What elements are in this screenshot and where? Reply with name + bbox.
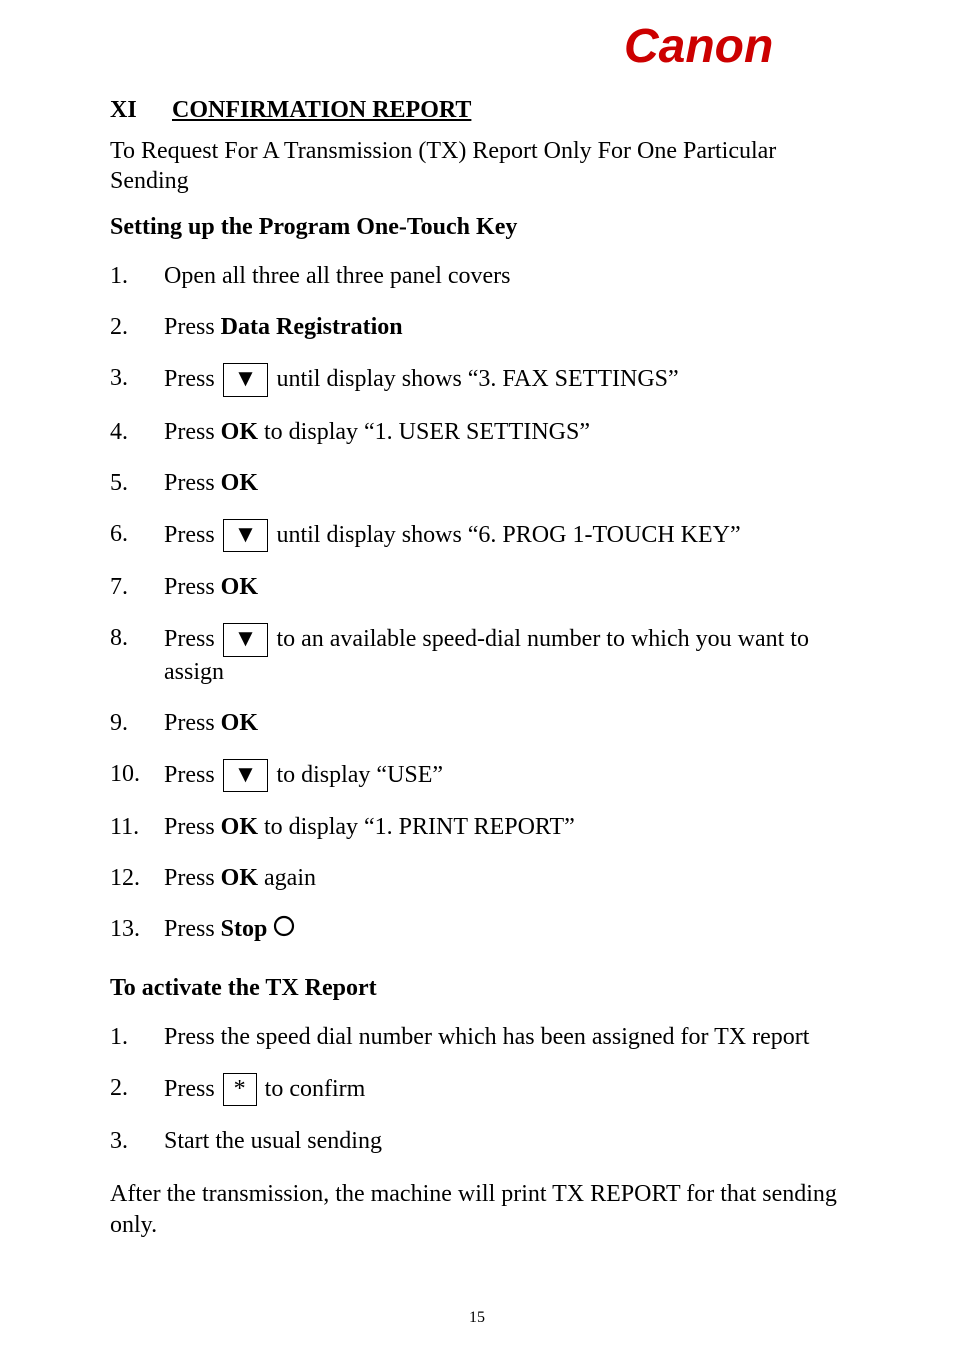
- step-number: 2.: [110, 312, 164, 343]
- step-item: 1.Open all three all three panel covers: [110, 251, 844, 302]
- step-number: 1.: [110, 1022, 164, 1053]
- step-body: Press Stop: [164, 914, 844, 946]
- step-text: to display “1. USER SETTINGS”: [258, 419, 590, 445]
- step-body: Open all three all three panel covers: [164, 261, 844, 292]
- step-body: Start the usual sending: [164, 1126, 844, 1157]
- step-body: Press OK: [164, 572, 844, 603]
- step-text: to display “USE”: [270, 762, 443, 788]
- step-text: until display shows “3. FAX SETTINGS”: [270, 366, 678, 392]
- step-text: to confirm: [259, 1076, 366, 1102]
- step-number: 8.: [110, 623, 164, 654]
- subhead-setting: Setting up the Program One-Touch Key: [110, 214, 844, 241]
- step-item: 2.Press Data Registration: [110, 302, 844, 353]
- step-item: 3.Press ▼ until display shows “3. FAX SE…: [110, 353, 844, 406]
- step-item: 5.Press OK: [110, 458, 844, 509]
- step-body: Press OK to display “1. USER SETTINGS”: [164, 417, 844, 448]
- key-box: ▼: [223, 363, 269, 396]
- step-number: 10.: [110, 759, 164, 790]
- step-number: 4.: [110, 417, 164, 448]
- logo-row: Canon: [110, 20, 844, 77]
- step-text: Press: [164, 419, 221, 445]
- step-item: 2.Press * to confirm: [110, 1063, 844, 1116]
- step-number: 2.: [110, 1073, 164, 1104]
- step-body: Press the speed dial number which has be…: [164, 1022, 844, 1053]
- steps-list-2: 1.Press the speed dial number which has …: [110, 1012, 844, 1168]
- step-item: 3.Start the usual sending: [110, 1116, 844, 1167]
- step-text: Press: [164, 916, 221, 942]
- step-number: 1.: [110, 261, 164, 292]
- step-body: Press OK: [164, 468, 844, 499]
- step-text: Press: [164, 470, 221, 496]
- canon-logo-text: Canon: [624, 20, 773, 72]
- step-number: 7.: [110, 572, 164, 603]
- subhead-activate: To activate the TX Report: [110, 975, 844, 1002]
- step-item: 11.Press OK to display “1. PRINT REPORT”: [110, 802, 844, 853]
- step-item: 4.Press OK to display “1. USER SETTINGS”: [110, 407, 844, 458]
- page: Canon XI CONFIRMATION REPORT To Request …: [0, 0, 954, 1351]
- step-text: Press: [164, 1076, 221, 1102]
- canon-logo: Canon: [624, 20, 844, 72]
- step-text: Press: [164, 865, 221, 891]
- step-text: Open all three all three panel covers: [164, 263, 511, 289]
- step-text: Press: [164, 814, 221, 840]
- step-body: Press OK: [164, 708, 844, 739]
- stop-circle-icon: [273, 915, 295, 946]
- step-text: Press: [164, 710, 221, 736]
- step-body: Press OK to display “1. PRINT REPORT”: [164, 812, 844, 843]
- step-body: Press OK again: [164, 863, 844, 894]
- step-bold-text: Data Registration: [221, 314, 403, 340]
- section-title: XI CONFIRMATION REPORT: [110, 97, 844, 124]
- step-text: Press: [164, 314, 221, 340]
- step-item: 12.Press OK again: [110, 853, 844, 904]
- step-item: 13.Press Stop: [110, 904, 844, 956]
- step-text: Press: [164, 626, 221, 652]
- step-bold-text: OK: [221, 814, 258, 840]
- step-body: Press ▼ to display “USE”: [164, 759, 844, 792]
- key-box: ▼: [223, 519, 269, 552]
- step-item: 1.Press the speed dial number which has …: [110, 1012, 844, 1063]
- step-number: 12.: [110, 863, 164, 894]
- step-text: Press: [164, 366, 221, 392]
- step-text: to display “1. PRINT REPORT”: [258, 814, 575, 840]
- step-item: 7.Press OK: [110, 562, 844, 613]
- step-text: Press: [164, 762, 221, 788]
- step-body: Press ▼ until display shows “6. PROG 1-T…: [164, 519, 844, 552]
- step-bold-text: Stop: [221, 916, 268, 942]
- step-bold-text: OK: [221, 574, 258, 600]
- step-bold-text: OK: [221, 470, 258, 496]
- step-number: 9.: [110, 708, 164, 739]
- step-body: Press * to confirm: [164, 1073, 844, 1106]
- step-number: 3.: [110, 1126, 164, 1157]
- step-number: 6.: [110, 519, 164, 550]
- step-body: Press ▼ until display shows “3. FAX SETT…: [164, 363, 844, 396]
- key-box: *: [223, 1073, 257, 1106]
- step-text: Press: [164, 522, 221, 548]
- step-bold-text: OK: [221, 419, 258, 445]
- step-bold-text: OK: [221, 865, 258, 891]
- step-text: Start the usual sending: [164, 1128, 382, 1154]
- page-number: 15: [0, 1309, 954, 1327]
- step-number: 3.: [110, 363, 164, 394]
- step-body: Press ▼ to an available speed-dial numbe…: [164, 623, 844, 687]
- section-roman: XI: [110, 97, 166, 124]
- section-heading: CONFIRMATION REPORT: [172, 97, 471, 123]
- step-text: again: [258, 865, 316, 891]
- step-body: Press Data Registration: [164, 312, 844, 343]
- step-bold-text: OK: [221, 710, 258, 736]
- step-item: 8.Press ▼ to an available speed-dial num…: [110, 613, 844, 697]
- step-text: until display shows “6. PROG 1-TOUCH KEY…: [270, 522, 740, 548]
- steps-list-1: 1.Open all three all three panel covers2…: [110, 251, 844, 957]
- step-text: Press: [164, 574, 221, 600]
- step-number: 5.: [110, 468, 164, 499]
- step-number: 11.: [110, 812, 164, 843]
- intro-text: To Request For A Transmission (TX) Repor…: [110, 136, 844, 196]
- key-box: ▼: [223, 759, 269, 792]
- key-box: ▼: [223, 623, 269, 656]
- step-item: 6.Press ▼ until display shows “6. PROG 1…: [110, 509, 844, 562]
- step-number: 13.: [110, 914, 164, 945]
- closing-text: After the transmission, the machine will…: [110, 1179, 844, 1241]
- step-item: 9.Press OK: [110, 698, 844, 749]
- step-text: Press the speed dial number which has be…: [164, 1024, 809, 1050]
- step-item: 10.Press ▼ to display “USE”: [110, 749, 844, 802]
